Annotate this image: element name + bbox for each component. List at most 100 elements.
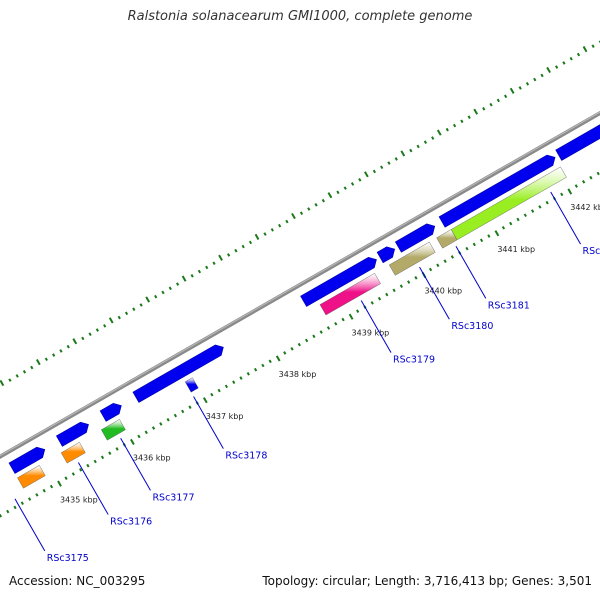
gene-label-link[interactable]: RSc3182: [583, 246, 600, 257]
inner-tick: [582, 180, 586, 184]
outer-tick: [181, 275, 187, 282]
outer-tick: [285, 219, 289, 224]
forward-gene-arrow[interactable]: [394, 223, 436, 253]
reverse-gene-bar[interactable]: [17, 464, 46, 489]
gene-label-link[interactable]: RSc3176: [110, 517, 152, 528]
outer-tick: [35, 359, 41, 366]
forward-gene-arrow[interactable]: [8, 446, 46, 474]
outer-tick: [30, 365, 34, 370]
outer-tick: [409, 148, 413, 153]
outer-tick: [263, 232, 267, 236]
outer-tick: [503, 94, 508, 99]
inner-tick: [246, 372, 250, 376]
inner-tick: [312, 334, 316, 339]
outer-tick: [52, 353, 56, 357]
reverse-gene-bar[interactable]: [184, 377, 199, 393]
inner-tick: [239, 376, 243, 380]
tick-label: 3441 kbp: [497, 245, 535, 254]
inner-tick: [159, 422, 163, 426]
reverse-gene-bar[interactable]: [450, 166, 567, 241]
gene-leader-line: [550, 191, 581, 245]
tick-label: 3440 kbp: [424, 287, 462, 296]
inner-tick: [253, 367, 258, 372]
tick-label: 3438 kbp: [279, 370, 317, 379]
inner-tick: [538, 205, 542, 209]
gene-label-link[interactable]: RSc3181: [488, 300, 530, 311]
outer-tick: [540, 73, 544, 78]
inner-tick: [348, 313, 354, 320]
gene-label-link[interactable]: RSc3177: [152, 492, 194, 503]
inner-tick: [115, 447, 119, 451]
gene-leader-line: [14, 498, 46, 552]
forward-gene-arrow[interactable]: [376, 246, 396, 264]
outer-tick-ring: [0, 40, 600, 387]
forward-gene-arrow[interactable]: [438, 154, 556, 228]
inner-tick: [268, 359, 272, 364]
outer-tick: [226, 253, 231, 257]
forward-gene-arrow[interactable]: [99, 403, 122, 422]
outer-tick: [431, 136, 435, 140]
inner-tick: [130, 438, 135, 446]
inner-tick: [450, 255, 455, 259]
inner-tick: [530, 209, 535, 213]
inner-tick: [71, 472, 75, 476]
gene-label-link[interactable]: RSc3178: [225, 451, 267, 462]
inner-tick: [275, 355, 281, 362]
inner-tick: [436, 263, 440, 268]
tick-label: 3435 kbp: [60, 495, 98, 504]
inner-tick: [137, 434, 141, 439]
inner-tick: [224, 384, 229, 389]
tick-label: 3439 kbp: [352, 328, 390, 337]
gene-leader-line: [193, 396, 224, 449]
forward-gene-arrow[interactable]: [132, 344, 224, 403]
outer-tick: [380, 165, 384, 170]
reverse-gene-bar[interactable]: [388, 241, 436, 276]
forward-gene-arrow[interactable]: [300, 256, 377, 307]
outer-tick: [278, 223, 282, 228]
outer-tick: [0, 379, 5, 387]
inner-tick: [428, 267, 433, 272]
gene-label-link[interactable]: RSc3179: [393, 355, 435, 366]
outer-tick: [569, 56, 573, 61]
outer-tick: [108, 317, 114, 324]
outer-tick: [364, 171, 369, 178]
inner-tick: [20, 501, 24, 506]
inner-tick: [472, 242, 476, 247]
outer-tick: [473, 108, 479, 115]
gene-leader-line: [120, 438, 151, 491]
gene-leader-line: [77, 462, 109, 515]
reverse-gene-bar[interactable]: [100, 419, 126, 441]
gene-leader-line: [455, 246, 487, 299]
outer-tick: [343, 186, 347, 190]
outer-tick: [372, 169, 377, 174]
outer-tick: [59, 349, 63, 353]
inner-tick: [589, 175, 593, 180]
outer-tick: [416, 144, 420, 149]
outer-tick: [327, 192, 333, 199]
inner-tick: [479, 238, 484, 243]
inner-tick: [392, 288, 396, 293]
outer-tick: [562, 61, 566, 65]
inner-tick: [334, 321, 338, 326]
inner-tick: [487, 234, 491, 238]
inner-tick: [86, 463, 90, 468]
forward-gene-arrow[interactable]: [55, 421, 89, 447]
inner-tick: [341, 317, 345, 322]
inner-tick: [407, 280, 411, 284]
forward-gene-arrow[interactable]: [555, 94, 600, 161]
outer-tick: [175, 282, 180, 286]
inner-tick: [202, 397, 208, 404]
outer-tick: [445, 127, 449, 132]
inner-tick: [509, 221, 513, 226]
gene-label-link[interactable]: RSc3180: [451, 321, 493, 332]
inner-tick: [596, 171, 600, 176]
gene-label-link[interactable]: RSc3175: [47, 553, 89, 564]
tick-label: 3436 kbp: [133, 454, 171, 463]
inner-tick-ring: [0, 171, 600, 518]
outer-tick: [314, 203, 318, 207]
inner-tick: [560, 192, 564, 197]
reverse-gene-bar[interactable]: [319, 273, 381, 316]
reverse-gene-bar[interactable]: [60, 442, 86, 464]
outer-tick: [394, 157, 398, 161]
